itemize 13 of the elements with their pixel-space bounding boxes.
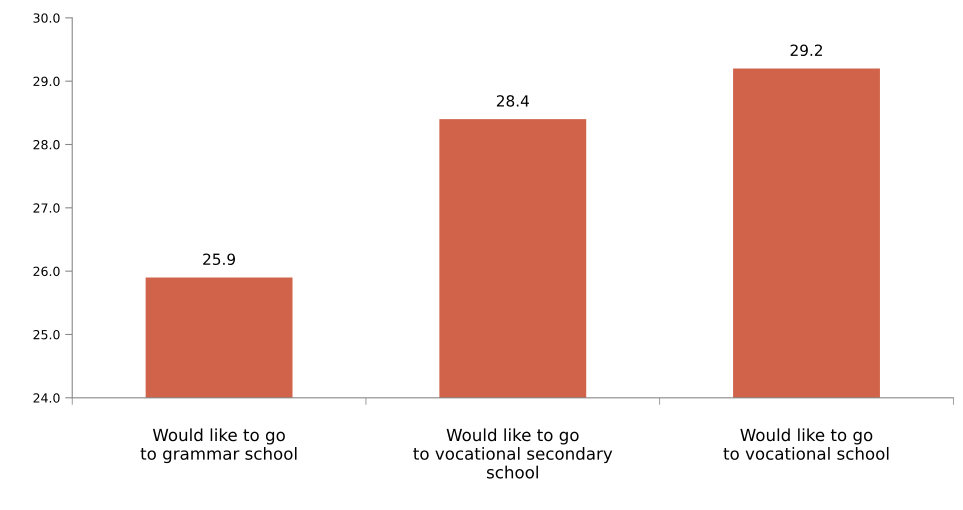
x-tick-label: Would like to go to grammar school xyxy=(140,428,296,464)
data-label: 29.2 xyxy=(790,44,822,56)
x-tick-label: Would like to go to vocational school xyxy=(723,428,888,460)
y-tick-label: 24.0 xyxy=(34,393,60,403)
data-label: 28.4 xyxy=(496,95,529,107)
y-tick-label: 27.0 xyxy=(34,203,60,213)
y-tick-label: 25.0 xyxy=(34,330,60,340)
y-tick-label: 26.0 xyxy=(34,266,60,276)
y-tick-label: 29.0 xyxy=(34,76,60,86)
y-tick-label: 28.0 xyxy=(34,140,60,150)
data-label: 25.9 xyxy=(203,253,236,266)
x-tick-label: Would like to go to vocational secondary school xyxy=(413,428,612,479)
y-tick-label: 30.0 xyxy=(34,13,60,23)
